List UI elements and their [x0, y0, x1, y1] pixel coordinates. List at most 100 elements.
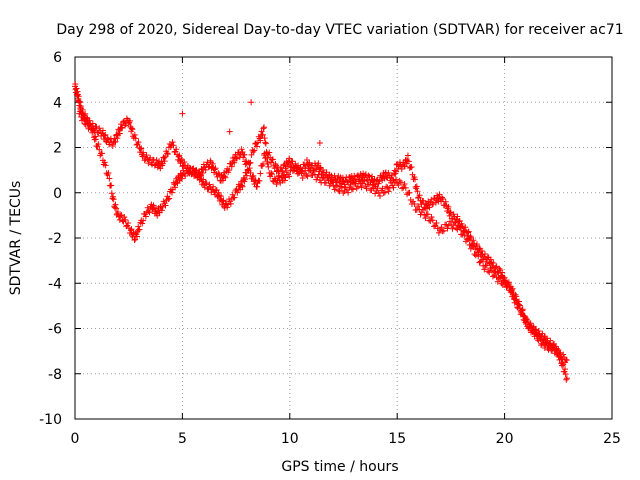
data-point: [259, 131, 266, 138]
data-point: [406, 189, 413, 196]
data-point: [320, 174, 327, 181]
data-point: [258, 128, 265, 135]
data-point: [133, 233, 140, 240]
data-point: [460, 228, 467, 235]
data-point: [173, 146, 180, 153]
data-point: [494, 278, 501, 285]
data-point: [202, 166, 209, 173]
data-point: [137, 145, 144, 152]
y-axis-label: SDTVAR / TECUs: [8, 181, 24, 296]
data-point: [361, 178, 368, 185]
data-point: [325, 177, 332, 184]
data-point: [415, 203, 422, 210]
data-point: [234, 155, 241, 162]
data-point: [76, 98, 83, 105]
data-point: [332, 182, 339, 189]
data-point: [178, 175, 185, 182]
data-point: [478, 248, 485, 255]
data-point: [108, 190, 115, 197]
data-point: [557, 350, 564, 357]
data-point: [345, 189, 352, 196]
data-point: [516, 298, 523, 305]
data-point: [492, 269, 499, 276]
data-point: [531, 333, 538, 340]
data-point: [469, 242, 476, 249]
data-point: [488, 267, 495, 274]
data-point: [447, 209, 454, 216]
data-point: [253, 183, 260, 190]
data-point: [473, 241, 480, 248]
data-point: [102, 162, 109, 169]
data-point: [499, 269, 506, 276]
data-point: [273, 181, 280, 188]
data-point: [478, 256, 485, 263]
data-point: [239, 183, 246, 190]
data-point: [475, 253, 482, 260]
data-point: [268, 169, 275, 176]
data-point: [431, 223, 438, 230]
data-point: [416, 192, 423, 199]
data-point: [162, 153, 169, 160]
data-point: [489, 273, 496, 280]
data-point: [209, 160, 216, 167]
x-tick-label: 10: [281, 431, 299, 447]
data-point: [310, 168, 317, 175]
data-point: [385, 169, 392, 176]
data-point: [182, 172, 189, 179]
data-point: [351, 172, 358, 179]
data-point: [90, 127, 97, 134]
data-point: [414, 188, 421, 195]
data-point: [527, 323, 534, 330]
data-point: [224, 204, 231, 211]
data-point: [211, 166, 218, 173]
data-point: [365, 172, 372, 179]
data-point: [284, 163, 291, 170]
data-point: [93, 123, 100, 130]
data-point: [164, 150, 171, 157]
data-point: [95, 141, 102, 148]
data-point: [539, 330, 546, 337]
data-point: [518, 307, 525, 314]
data-point: [438, 224, 445, 231]
data-point: [260, 125, 267, 132]
data-point: [422, 215, 429, 222]
data-point: [456, 217, 463, 224]
data-point: [439, 228, 446, 235]
data-point: [170, 142, 177, 149]
data-point: [197, 172, 204, 179]
data-point: [231, 159, 238, 166]
data-point: [240, 174, 247, 181]
data-point: [99, 150, 106, 157]
data-point: [158, 207, 165, 214]
data-point: [176, 152, 183, 159]
data-point: [92, 136, 99, 143]
data-point: [112, 138, 119, 145]
data-point: [265, 163, 272, 170]
data-point: [75, 93, 82, 100]
data-point: [143, 152, 150, 159]
data-point: [248, 99, 255, 106]
data-point: [104, 134, 111, 141]
data-point: [247, 159, 254, 166]
data-point: [316, 139, 323, 146]
data-point: [465, 228, 472, 235]
data-point: [262, 139, 269, 146]
y-tick-label: 4: [53, 95, 62, 111]
data-point: [508, 286, 515, 293]
data-point: [335, 187, 342, 194]
data-point: [550, 342, 557, 349]
data-point: [268, 159, 275, 166]
data-point: [516, 302, 523, 309]
data-point: [428, 213, 435, 220]
data-point: [315, 160, 322, 167]
data-point: [131, 131, 138, 138]
data-point: [241, 176, 248, 183]
data-point: [138, 145, 145, 152]
data-point: [112, 201, 119, 208]
data-point: [464, 236, 471, 243]
data-point: [135, 223, 142, 230]
data-point: [496, 275, 503, 282]
data-point: [135, 139, 142, 146]
data-point: [125, 120, 132, 127]
data-point: [206, 181, 213, 188]
